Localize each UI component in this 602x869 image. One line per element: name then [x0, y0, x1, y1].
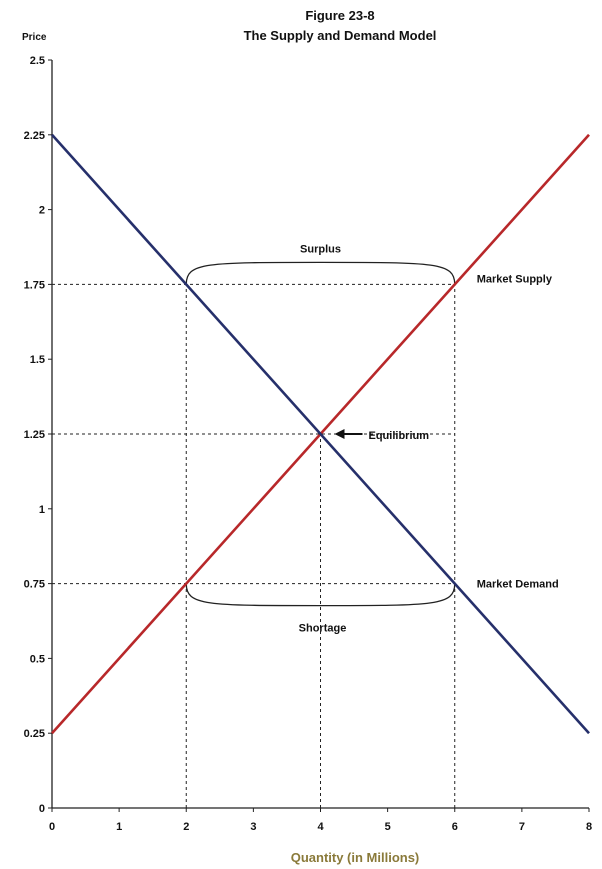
y-axis-title: Price	[22, 32, 47, 43]
y-tick-label: 2	[39, 205, 45, 217]
y-tick-label: 0.75	[24, 579, 45, 591]
y-tick-label: 0.5	[30, 653, 45, 665]
x-tick-label: 3	[250, 821, 256, 833]
x-tick-label: 0	[49, 821, 55, 833]
x-tick-label: 4	[317, 821, 324, 833]
equilibrium-label: Equilibrium	[369, 430, 430, 442]
x-tick-label: 6	[452, 821, 458, 833]
market-demand-label: Market Demand	[477, 579, 559, 591]
tick-labels: 0 1 2 3 4 5 6 7 8 0 0.25 0.5 0.75 1 1.25 1.5 1.75 2 2.25 2.…	[24, 55, 592, 833]
surplus-label: Surplus	[300, 243, 341, 255]
surplus-bracket	[185, 261, 456, 285]
chart-subtitle: The Supply and Demand Model	[244, 28, 437, 43]
y-tick-label: 2.25	[24, 130, 45, 142]
shortage-bracket	[185, 583, 456, 607]
axes	[48, 59, 590, 812]
annotations: Surplus Shortage Market Supply Market Deman…	[299, 243, 559, 634]
y-tick-label: 1.75	[24, 279, 45, 291]
x-tick-label: 8	[586, 821, 592, 833]
x-tick-label: 7	[519, 821, 525, 833]
reference-lines	[52, 283, 456, 808]
y-tick-label: 1.25	[24, 429, 45, 441]
gap-brackets	[185, 261, 456, 607]
chart-title: Figure 23-8	[305, 8, 374, 23]
y-tick-label: 1	[39, 504, 45, 516]
x-tick-label: 2	[183, 821, 189, 833]
x-tick-label: 1	[116, 821, 122, 833]
y-tick-label: 2.5	[30, 55, 45, 67]
market-demand-line	[51, 133, 590, 735]
market-supply-label: Market Supply	[477, 273, 553, 285]
series-lines	[51, 133, 590, 735]
y-tick-label: 1.5	[30, 354, 45, 366]
x-tick-label: 5	[385, 821, 391, 833]
equilibrium-arrow-head	[334, 429, 345, 439]
y-tick-label: 0.25	[24, 728, 45, 740]
shortage-label: Shortage	[299, 623, 347, 635]
y-tick-label: 0	[39, 803, 45, 815]
x-axis-title: Quantity (in Millions)	[291, 850, 420, 865]
